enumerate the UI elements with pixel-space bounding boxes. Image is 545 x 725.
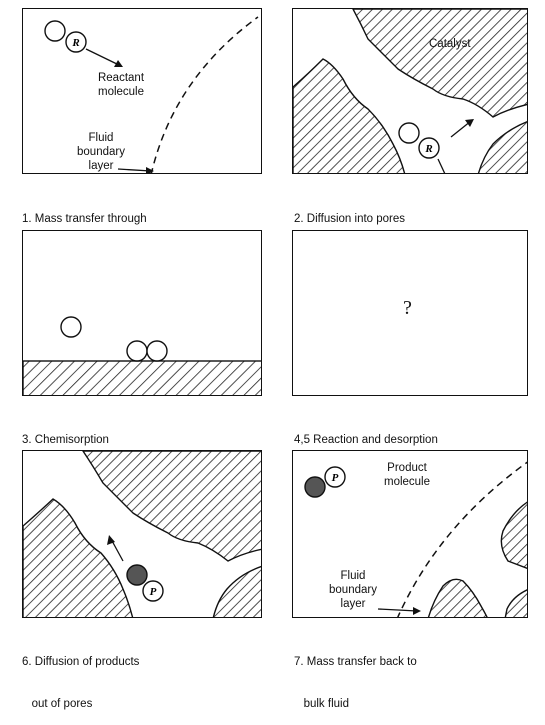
reactant-arrow [85,48,122,67]
catalyst-center-region [427,578,488,617]
caption-panel-3: 3. Chemisorption [22,405,109,461]
caption-panel-6: 6. Diffusion of products out of pores [22,627,139,725]
panel-2-diffusion-into-pores: R Catalyst [292,8,528,174]
adsorbed-molecule-2 [146,340,168,362]
catalyst-right-region [500,501,527,569]
product-label-line2: molecule [383,476,431,488]
product-label-line1: Product [387,462,427,474]
fluid-label-line1: Fluid [340,570,366,582]
fluid-label-line3: layer [88,160,114,172]
molecule-letter-p: P [332,472,339,484]
caption-2-line1: 2. Diffusion into pores [294,213,406,225]
caption-6-line1: 6. Diffusion of products [22,656,140,668]
boundary-layer-dashed-line [397,461,527,617]
reactant-molecule-r-circle [65,31,87,53]
out-of-pore-arrow-head [107,535,115,545]
pore-arrow-up-head [465,119,474,127]
panel-7-mass-transfer-back: P Product molecule Fluid boundary layer [292,450,528,618]
fluid-arrow-head [413,607,421,615]
molecule-letter-r: R [71,37,79,49]
fluid-label-line3: layer [340,598,366,610]
caption-panel-2: 2. Diffusion into pores [294,184,405,240]
fluid-arrow-head [146,167,154,173]
gas-molecule-circle [60,316,82,338]
fluid-label-line2: boundary [77,146,125,158]
catalyst-right-lower-region [212,565,261,617]
caption-6-line2: out of pores [22,698,93,710]
fluid-boundary-layer-label: Fluid boundary layer [323,569,383,611]
panel-3-drawing [23,316,261,395]
fluid-label-line2: boundary [329,584,377,596]
product-molecule-label: Product molecule [377,461,437,489]
panel-4-5-reaction-desorption: ? [292,230,528,396]
boundary-layer-dashed-line [150,16,259,173]
reactant-molecule-label: Reactant molecule [91,71,151,99]
fluid-arrow [377,608,418,612]
reactant-arrow-head [114,60,123,67]
catalyst-top-region [352,9,527,118]
panel-2-drawing: R [293,9,527,173]
reactant-label-line1: Reactant [97,72,145,84]
panel-7-drawing: P [304,461,527,617]
catalyst-left-region [23,498,134,617]
reactant-molecule-circle [398,122,420,144]
product-molecule-p-circle [142,580,164,602]
caption-7-line1: 7. Mass transfer back to [294,656,417,668]
catalyst-left-region [293,58,406,173]
product-molecule-shaded [304,476,326,498]
catalyst-surface [23,360,261,395]
panel-1-drawing: R [44,16,259,173]
caption-3-line1: 3. Chemisorption [22,434,109,446]
fluid-boundary-layer-label: Fluid boundary layer [75,131,127,173]
catalyst-top-region [82,451,261,562]
catalyst-label: Catalyst [429,38,471,50]
question-mark: ? [403,297,412,319]
reactant-molecule-circle [44,20,66,42]
panel-3-chemisorption [22,230,262,396]
reactant-label-line2: molecule [97,86,145,98]
reactant-molecule-r-circle [418,137,440,159]
catalyst-right-lower-region [504,589,527,617]
caption-7-line2: bulk fluid [294,698,349,710]
panel-6-diffusion-out-of-pores: P [22,450,262,618]
molecule-letter-r: R [424,143,432,155]
caption-4-line1: 4,5 Reaction and desorption [294,434,438,446]
product-molecule-p-circle [324,466,346,488]
adsorbed-molecule-1 [126,340,148,362]
molecule-letter-p: P [150,586,157,598]
fluid-arrow [117,168,152,172]
panel-1-mass-transfer: R Reactant molecule Fluid boundary layer [22,8,262,174]
pore-arrow-down [437,158,446,173]
fluid-label-line1: Fluid [88,132,114,144]
caption-panel-7: 7. Mass transfer back to bulk fluid [294,627,417,725]
product-molecule-shaded [126,564,148,586]
catalyst-right-lower-region [477,121,527,173]
caption-1-line1: 1. Mass transfer through [22,213,147,225]
panel-6-drawing: P [23,451,261,617]
